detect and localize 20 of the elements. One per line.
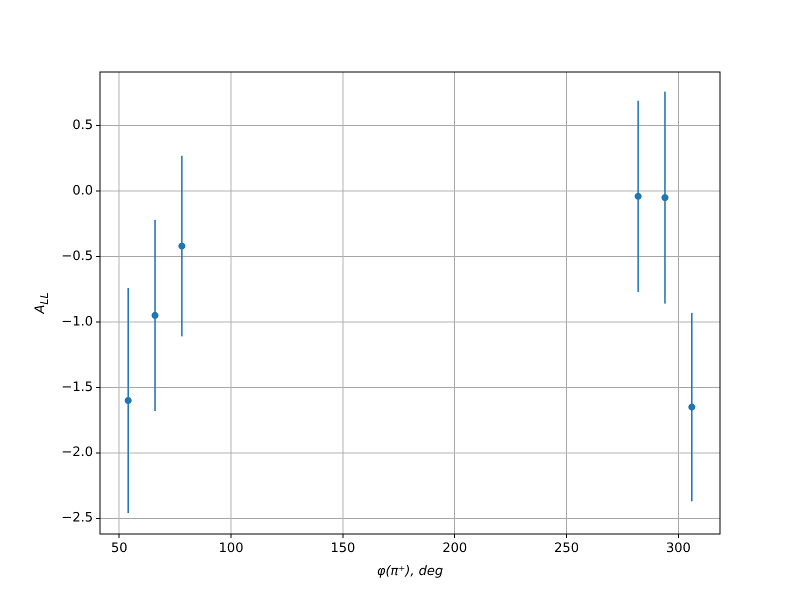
y-tick-label: −1.0 bbox=[61, 314, 93, 330]
x-tick-label: 100 bbox=[218, 541, 244, 556]
point bbox=[124, 397, 132, 404]
y-tick-label: 0.5 bbox=[72, 118, 93, 134]
x-tick-label: 200 bbox=[442, 541, 468, 556]
x-tick-label: 150 bbox=[330, 541, 356, 556]
x-axis-title: φ(π⁺), deg bbox=[376, 564, 444, 579]
y-tick-label: 0.0 bbox=[72, 183, 93, 198]
point bbox=[634, 192, 642, 200]
x-tick-label: 300 bbox=[666, 541, 691, 556]
y-tick-label: −2.0 bbox=[61, 445, 93, 460]
point bbox=[152, 312, 159, 319]
point bbox=[178, 242, 186, 250]
y-tick-label: −0.5 bbox=[61, 248, 93, 264]
point bbox=[688, 404, 696, 411]
point bbox=[661, 194, 668, 202]
x-tick-label: 50 bbox=[110, 541, 128, 556]
y-tick-label: −1.5 bbox=[61, 380, 93, 395]
y-tick-label: −2.5 bbox=[61, 510, 93, 526]
x-tick-label: 250 bbox=[554, 541, 579, 556]
